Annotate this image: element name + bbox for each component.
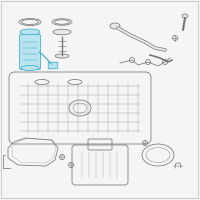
Ellipse shape: [182, 14, 188, 18]
Ellipse shape: [53, 29, 71, 35]
Ellipse shape: [20, 29, 40, 35]
FancyBboxPatch shape: [48, 62, 58, 69]
Ellipse shape: [110, 23, 120, 29]
Ellipse shape: [21, 66, 39, 71]
FancyBboxPatch shape: [20, 34, 40, 70]
Ellipse shape: [55, 54, 69, 58]
